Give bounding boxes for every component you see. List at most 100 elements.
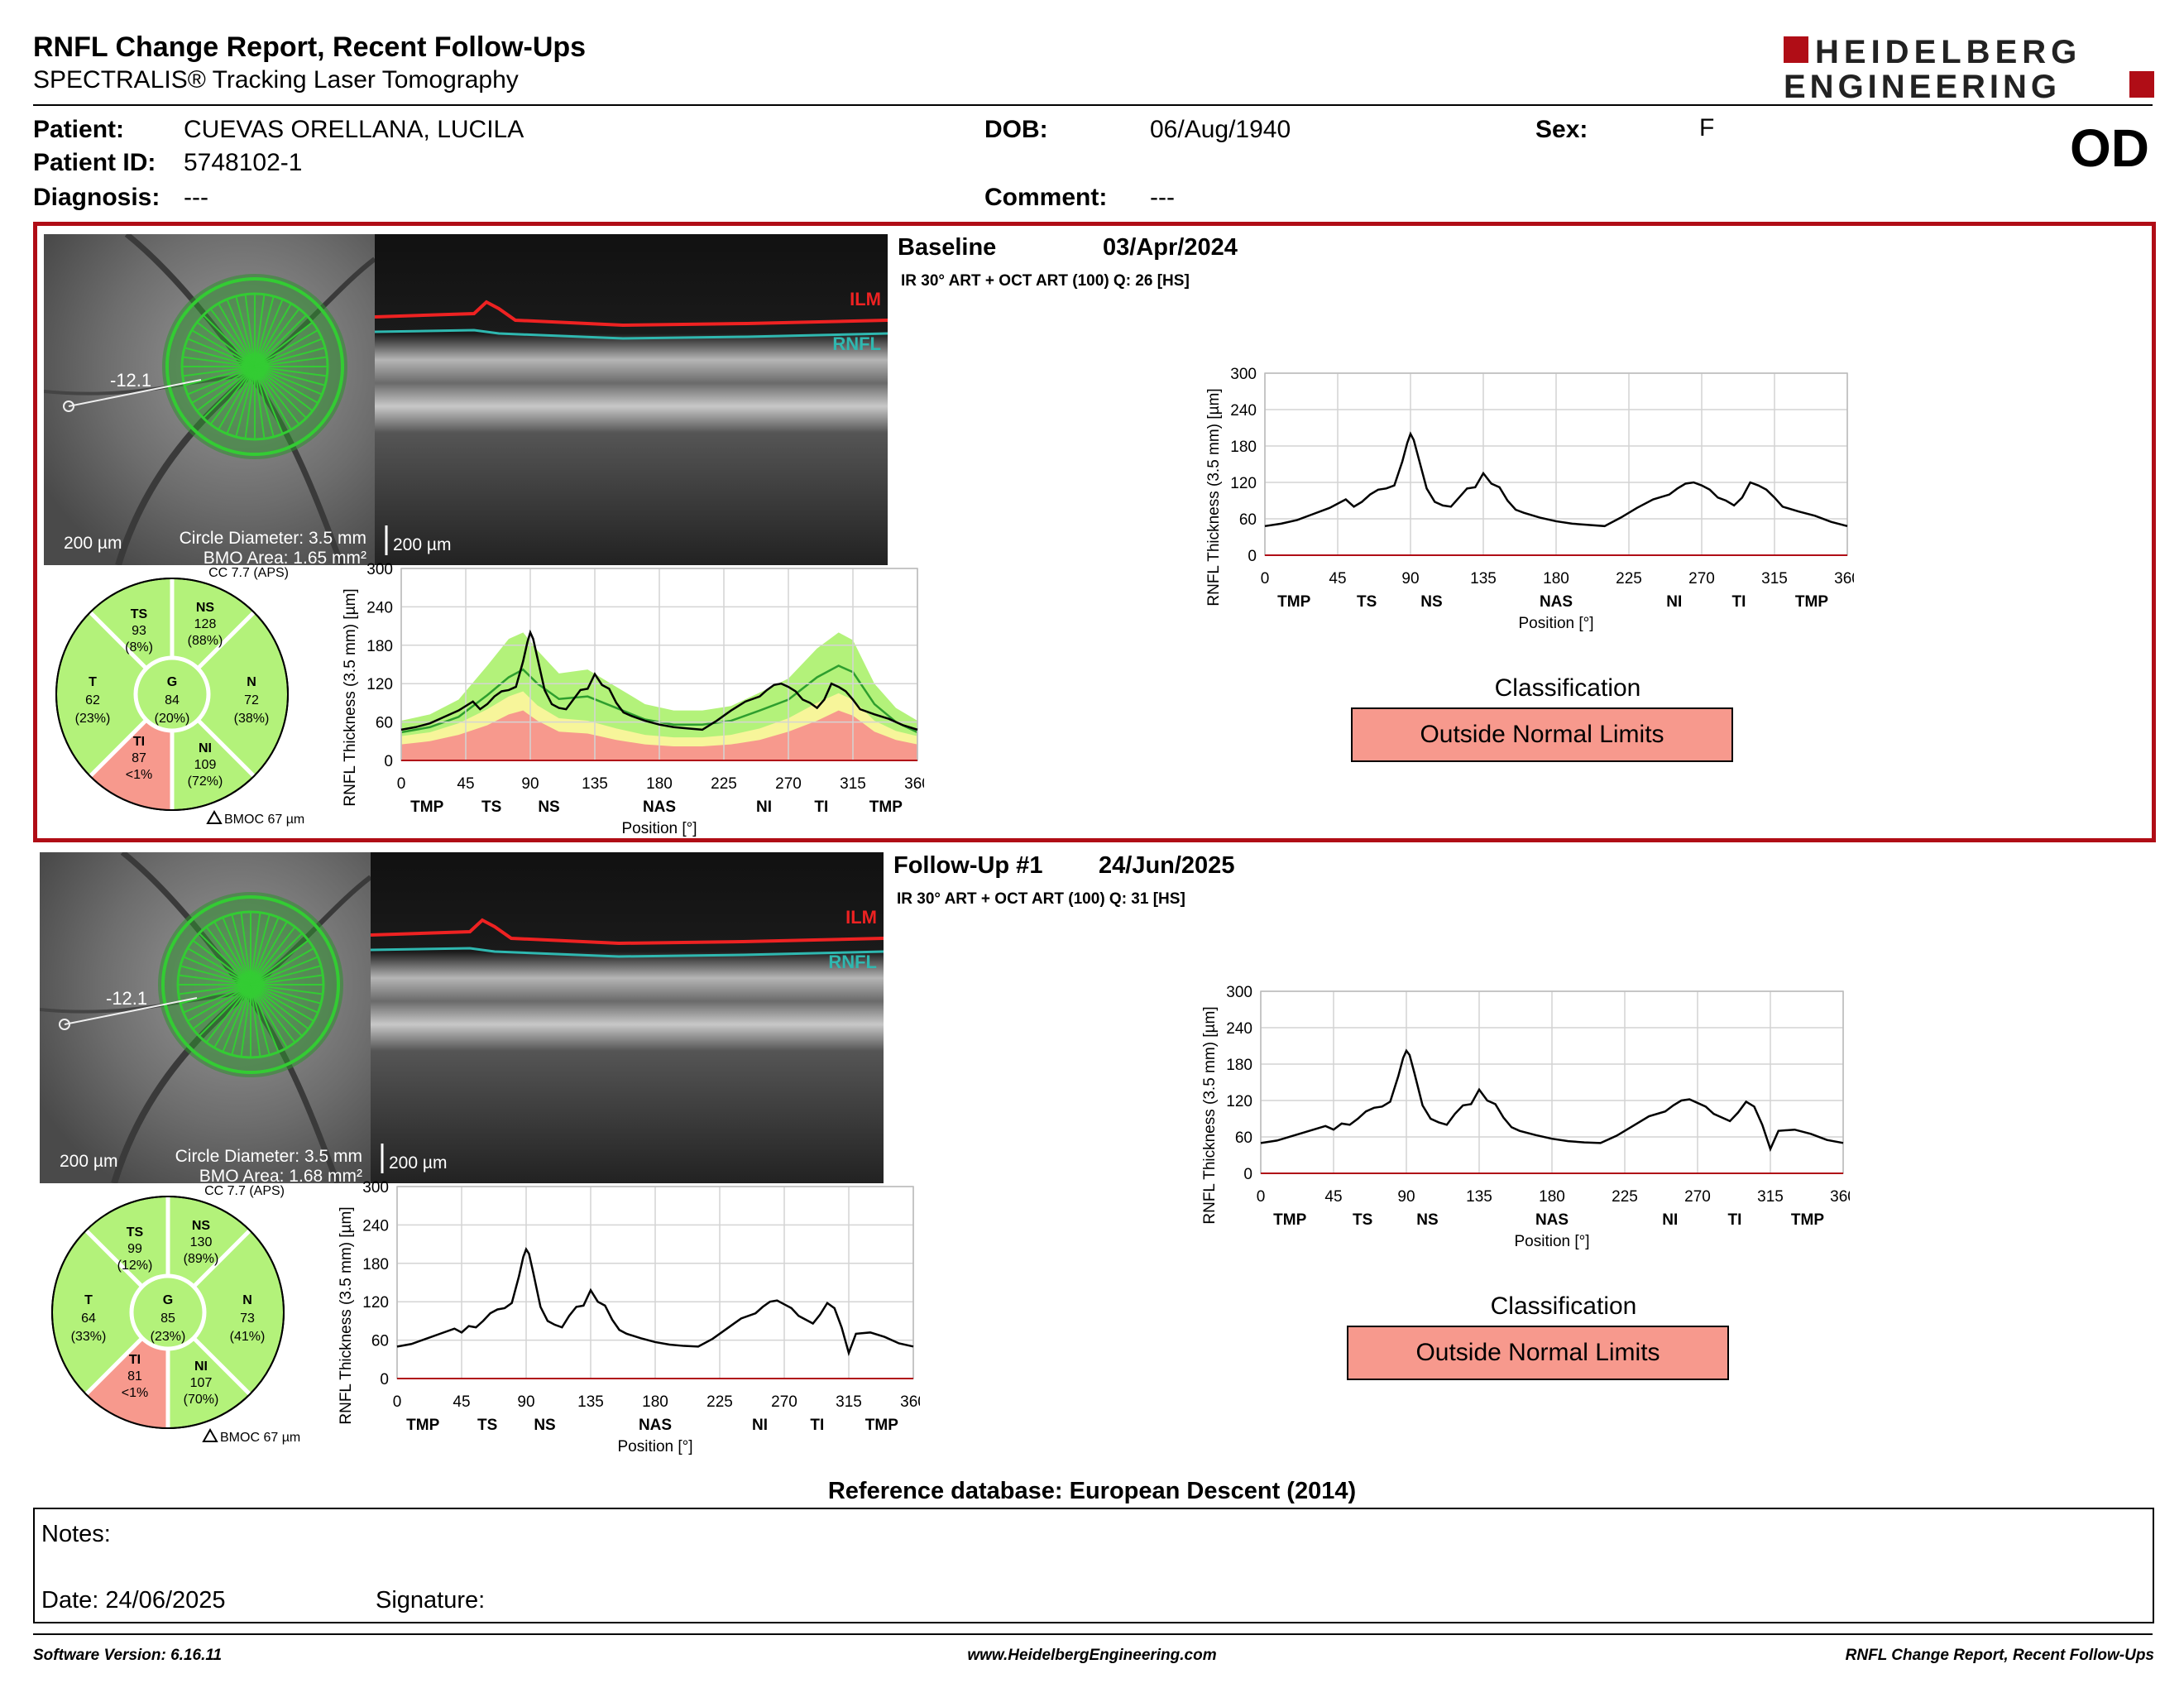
followup-sector-profile-sector-label: NI — [752, 1417, 768, 1434]
baseline-trend-thickness-line — [1264, 431, 1848, 528]
patient-id: 5748102-1 — [184, 149, 303, 176]
followup-circle-diameter: Circle Diameter: 3.5 mm — [175, 1147, 362, 1166]
baseline-sector-t-pct: (23%) — [75, 712, 111, 726]
followup-trend-y-tick: 0 — [1243, 1166, 1252, 1183]
baseline-sector-profile-y-label: RNFL Thickness (3.5 mm) [µm] — [342, 588, 359, 806]
footer-report-name: RNFL Change Report, Recent Follow-Ups — [1845, 1647, 2154, 1664]
followup-trend-x-tick: 270 — [1684, 1188, 1711, 1206]
followup-trend-y-label: RNFL Thickness (3.5 mm) [µm] — [1201, 1006, 1219, 1224]
baseline-sector-t-value: 62 — [85, 693, 100, 707]
followup-sector-ti-pct: <1% — [122, 1386, 148, 1400]
followup-trend-x-tick: 45 — [1324, 1188, 1342, 1206]
followup-sector-n-value: 73 — [240, 1312, 255, 1326]
followup-sector-g-name: G — [163, 1293, 173, 1307]
followup-bmo-area: BMO Area: 1.68 mm² — [199, 1167, 362, 1183]
followup-sector-wheel: CC 7.7 (APS) TS 99 (12%) NS 130 (89%) T … — [40, 1183, 338, 1448]
followup-sector-n-name: N — [242, 1293, 252, 1307]
baseline-trend-sector-label: TMP — [1277, 593, 1310, 611]
baseline-bmoc: BMOC 67 µm — [224, 813, 304, 827]
baseline-sector-profile-x-tick: 315 — [840, 775, 866, 793]
baseline-rnfl-label: RNFL — [832, 333, 881, 354]
baseline-sector-n-name: N — [247, 675, 256, 689]
notes-signature: Signature: — [376, 1587, 486, 1614]
baseline-sector-ns-value: 128 — [194, 617, 217, 631]
followup-ilm-label: ILM — [845, 907, 877, 928]
baseline-trend-x-tick: 45 — [1329, 570, 1346, 587]
followup-rnfl-label: RNFL — [828, 952, 877, 972]
baseline-trend-sector-label: NS — [1420, 593, 1442, 611]
baseline-sector-profile-x-tick: 45 — [457, 775, 474, 793]
notes-box: Notes: Date: 24/06/2025 Signature: — [33, 1508, 2154, 1623]
followup-trend-x-tick: 315 — [1757, 1188, 1784, 1206]
baseline-sector-profile-x-tick: 270 — [775, 775, 802, 793]
baseline-trend-y-tick: 120 — [1230, 475, 1257, 492]
followup-bmoc-icon — [202, 1427, 218, 1442]
baseline-oct-scale: 200 µm — [393, 535, 451, 554]
baseline-profile-chart: 0 45 90 135 180 225 270 315 360 0 60 120 180 240 300 TM… — [328, 561, 931, 837]
baseline-sector-profile-sector-label: TS — [481, 798, 501, 816]
logo-line2: ENGINEERING — [1784, 69, 2061, 103]
followup-sector-n-pct: (41%) — [230, 1330, 266, 1344]
comment-value: --- — [1150, 184, 1175, 211]
followup-trend-x-tick: 360 — [1830, 1188, 1850, 1206]
baseline-sector-profile-y-tick: 0 — [384, 753, 393, 770]
baseline-trend-x-tick: 225 — [1616, 570, 1642, 587]
followup-panel: -12.1 200 µm Circle Diameter: 3.5 mm BMO… — [33, 842, 2156, 1471]
dob-label: DOB: — [984, 116, 1048, 143]
followup-sector-ns-name: NS — [192, 1219, 211, 1233]
followup-scan-info: IR 30° ART + OCT ART (100) Q: 31 [HS] — [897, 890, 1185, 908]
patient-label: Patient: — [33, 116, 125, 143]
diagnosis-label: Diagnosis: — [33, 184, 160, 211]
followup-sector-profile-x-tick: 360 — [900, 1393, 920, 1411]
diagnosis-value: --- — [184, 184, 208, 211]
followup-oct-image: ILM RNFL 200 µm — [371, 852, 884, 1183]
followup-sector-profile-sector-label: TS — [477, 1417, 497, 1434]
baseline-sector-t-name: T — [89, 675, 97, 689]
footer-divider — [33, 1633, 2153, 1635]
followup-sector-ns-value: 130 — [190, 1235, 213, 1249]
followup-sector-profile-sector-label: TMP — [406, 1417, 439, 1434]
followup-classification-title: Classification — [1490, 1292, 1637, 1320]
software-version: Software Version: 6.16.11 — [33, 1647, 223, 1664]
baseline-sector-profile-sector-label: TMP — [869, 798, 903, 816]
baseline-sector-profile-x-tick: 360 — [904, 775, 924, 793]
followup-sector-ni-value: 107 — [190, 1376, 213, 1390]
followup-sector-g-pct: (23%) — [151, 1330, 186, 1344]
followup-trend-sector-label: TI — [1728, 1211, 1742, 1229]
baseline-trend-x-tick: 315 — [1761, 570, 1788, 587]
report-subtitle: SPECTRALIS® Tracking Laser Tomography — [33, 66, 519, 94]
patient-name: CUEVAS ORELLANA, LUCILA — [184, 116, 524, 143]
followup-sector-profile-x-tick: 180 — [642, 1393, 668, 1411]
baseline-sector-profile-x-tick: 180 — [646, 775, 673, 793]
baseline-fundus-scale: 200 µm — [64, 534, 122, 553]
followup-date: 24/Jun/2025 — [1099, 852, 1235, 879]
followup-trend-x-tick: 90 — [1397, 1188, 1415, 1206]
baseline-trend-y-tick: 300 — [1230, 367, 1257, 383]
followup-classification-box: Outside Normal Limits — [1347, 1326, 1729, 1380]
followup-sector-ts-name: TS — [127, 1225, 144, 1240]
followup-profile-chart: 0 45 90 135 180 225 270 315 360 0 60 120 180 240 300 TM… — [324, 1179, 927, 1455]
followup-fundus-scale: 200 µm — [60, 1152, 117, 1171]
header-divider — [33, 104, 2153, 106]
followup-trend-sector-label: TMP — [1791, 1211, 1824, 1229]
baseline-trend-x-tick: 180 — [1543, 570, 1569, 587]
baseline-panel: -12.1 200 µm Circle Diameter: 3.5 mm BMO… — [33, 222, 2156, 842]
baseline-sector-profile-sector-label: TI — [814, 798, 828, 816]
followup-trend-y-tick: 300 — [1226, 985, 1252, 1001]
reference-database: Reference database: European Descent (20… — [827, 1478, 1357, 1504]
followup-sector-profile-y-tick: 60 — [371, 1333, 389, 1350]
baseline-classification-box: Outside Normal Limits — [1351, 707, 1733, 762]
baseline-sector-n-value: 72 — [244, 693, 259, 707]
followup-sector-t-value: 64 — [81, 1312, 96, 1326]
followup-sector-profile-y-tick: 300 — [362, 1180, 389, 1196]
followup-sector-ni-name: NI — [194, 1360, 208, 1374]
eye-label: OD — [2070, 118, 2149, 178]
followup-sector-profile-y-tick: 0 — [380, 1371, 389, 1388]
baseline-trend-sector-label: NAS — [1540, 593, 1573, 611]
dob-value: 06/Aug/1940 — [1150, 116, 1291, 143]
baseline-sector-profile-sector-label: NS — [538, 798, 559, 816]
followup-sector-profile-sector-label: NAS — [639, 1417, 672, 1434]
followup-trend-x-tick: 225 — [1612, 1188, 1638, 1206]
baseline-label: Baseline — [898, 234, 997, 261]
followup-sector-ti-value: 81 — [127, 1369, 142, 1383]
